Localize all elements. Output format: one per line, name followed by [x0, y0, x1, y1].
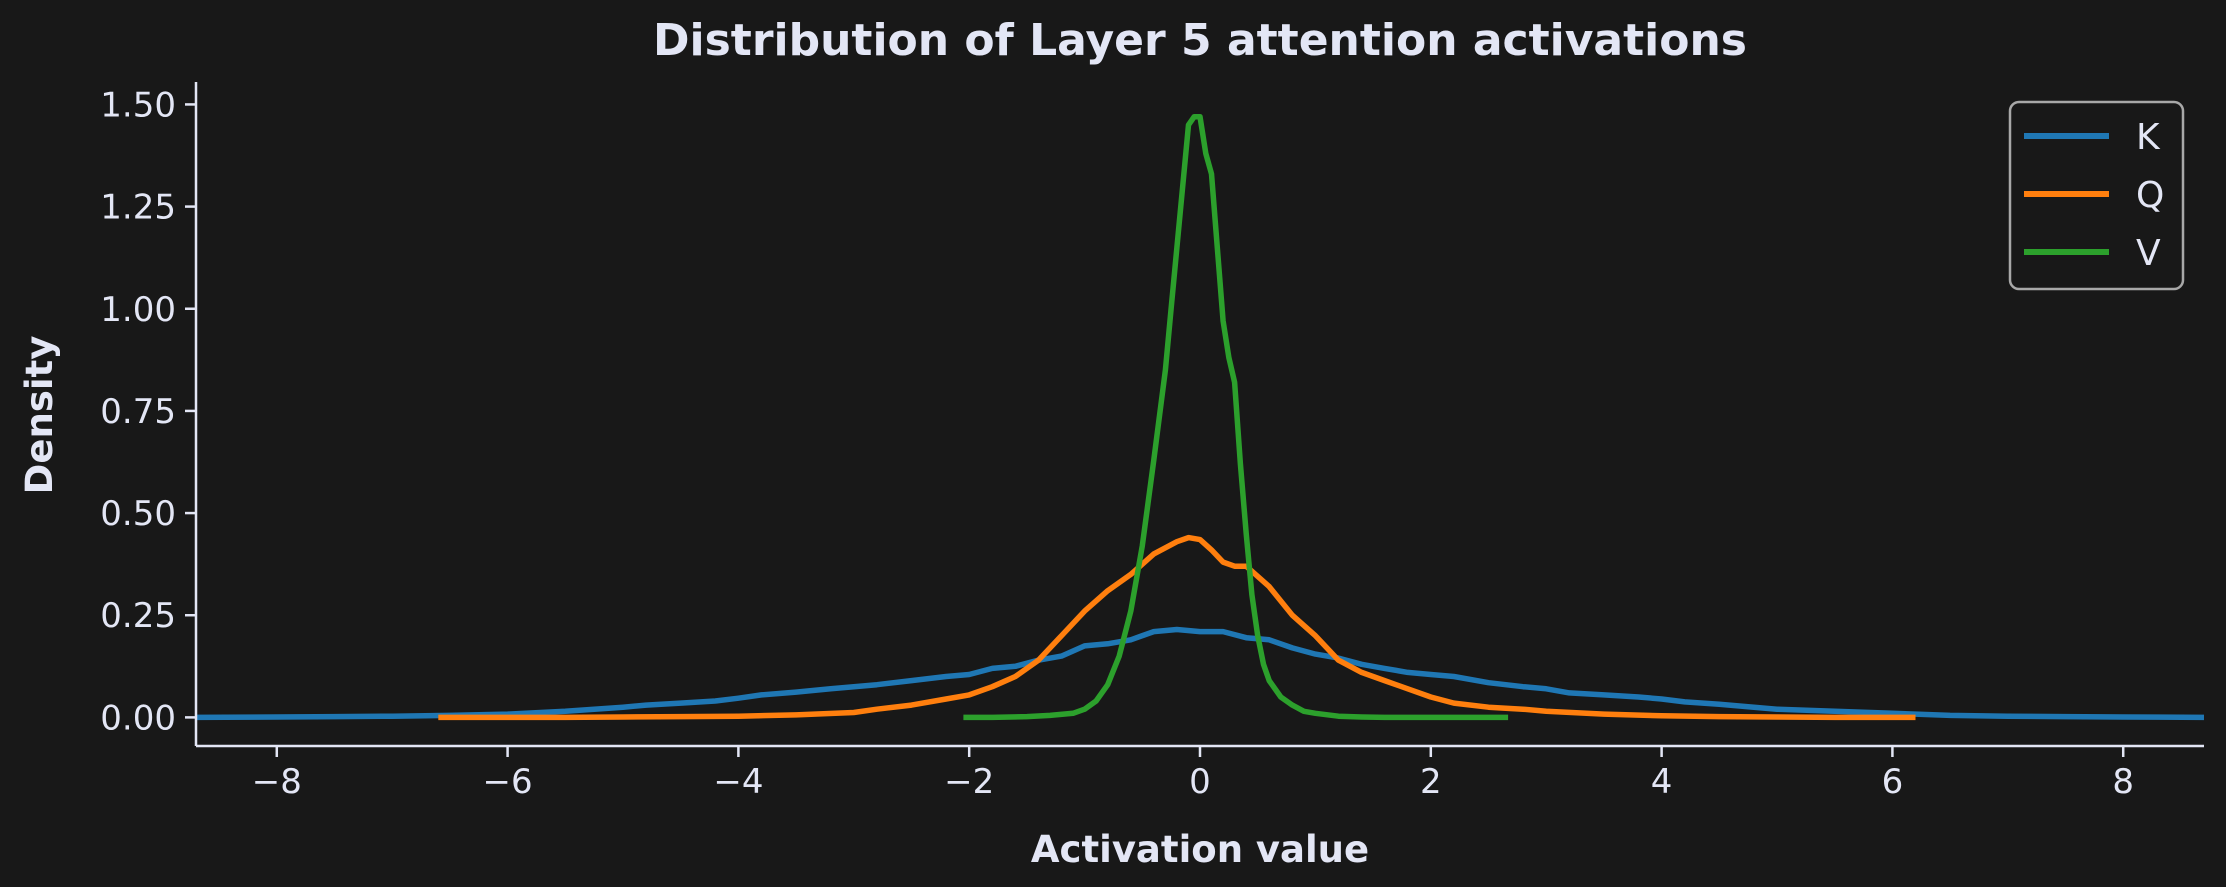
series-line-q: [438, 534, 1916, 721]
x-tick-label: −4: [713, 762, 763, 802]
y-tick-label: 1.00: [100, 290, 176, 330]
series-line-k: [195, 626, 2205, 721]
chart-title: Distribution of Layer 5 attention activa…: [653, 15, 1747, 66]
y-tick-label: 1.50: [100, 85, 176, 125]
y-tick-label: 0.00: [100, 698, 176, 738]
x-tick-label: −6: [483, 762, 533, 802]
x-tick-label: 6: [1882, 762, 1904, 802]
series-line-v: [963, 113, 1509, 721]
y-tick-label: 1.25: [100, 188, 176, 228]
y-tick-label: 0.75: [100, 392, 176, 432]
x-axis-label: Activation value: [1031, 828, 1369, 871]
x-tick-label: 8: [2112, 762, 2134, 802]
legend: KQV: [2008, 100, 2185, 291]
x-tick-label: −2: [944, 762, 994, 802]
x-tick-label: −8: [252, 762, 302, 802]
x-tick-label: 4: [1651, 762, 1673, 802]
legend-label-q: Q: [2136, 175, 2164, 216]
x-tick-label: 2: [1420, 762, 1442, 802]
plot-area: −8 −6 −4 −2 0 2 4 6 8 0.00 0.25 0.50 0.75 1.00 1.25 1.5…: [100, 82, 2205, 802]
legend-label-k: K: [2136, 117, 2161, 158]
y-tick-label: 0.25: [100, 596, 176, 636]
x-tick-label: 0: [1189, 762, 1211, 802]
y-tick-label: 0.50: [100, 494, 176, 534]
y-axis-label: Density: [18, 336, 61, 495]
legend-label-v: V: [2136, 233, 2161, 274]
